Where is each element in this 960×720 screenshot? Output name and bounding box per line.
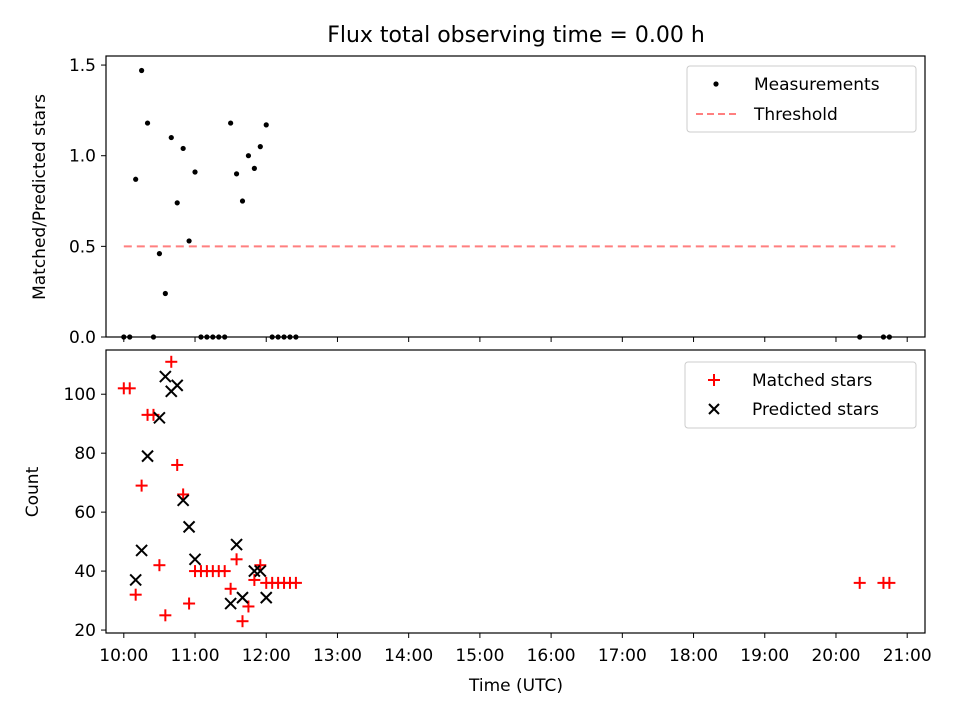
measurement-point: [228, 120, 234, 126]
x-tick-label: 19:00: [740, 646, 789, 666]
predicted-star-point: [141, 449, 154, 463]
matched-star-point: [171, 458, 184, 471]
matched-star-point: [153, 559, 166, 572]
bottom-plot-frame: [105, 349, 926, 634]
top-legend: Measurements Threshold: [686, 65, 917, 133]
predicted-star-point: [236, 591, 249, 604]
bottom-legend-box: [684, 361, 917, 429]
predicted-star-point: [182, 520, 196, 534]
predicted-star-point: [254, 564, 267, 578]
top-axis-ticks: 0.0 0.5 1.0 1.5: [69, 56, 908, 348]
matched-star-point: [165, 355, 178, 368]
x-tick-label: 16:00: [527, 646, 576, 666]
matched-star-point: [218, 565, 231, 578]
matched-star-point: [135, 479, 148, 492]
bottom-y-tick-label: 40: [74, 562, 96, 582]
x-tick-label: 14:00: [384, 646, 433, 666]
matched-star-point: [853, 576, 866, 589]
matched-star-point: [883, 576, 896, 589]
predicted-star-point: [224, 597, 237, 610]
top-y-tick-label: 0.0: [69, 328, 96, 348]
measurement-point: [186, 238, 192, 244]
x-tick-label: 17:00: [598, 646, 647, 666]
measurement-point: [233, 171, 240, 177]
x-tick-label: 20:00: [811, 646, 860, 666]
measurement-point: [168, 134, 174, 141]
bottom-y-axis-label: Count: [23, 466, 43, 517]
chart-title: Flux total observing time = 0.00 h: [327, 23, 705, 48]
bottom-series-marks: [117, 355, 896, 628]
legend-matched-marker: [708, 374, 720, 386]
measurement-point: [139, 67, 145, 74]
bottom-y-tick-label: 100: [64, 385, 96, 405]
measurement-point: [156, 251, 163, 257]
measurement-point: [239, 198, 246, 204]
predicted-star-point: [260, 591, 273, 604]
x-tick-label: 12:00: [242, 646, 291, 666]
legend-predicted-marker: [708, 403, 720, 415]
measurement-point: [192, 169, 198, 175]
measurement-point: [251, 165, 257, 171]
bottom-y-tick-label: 80: [74, 444, 96, 464]
predicted-star-point: [159, 370, 172, 383]
top-legend-box: [686, 65, 917, 133]
bottom-y-tick-label: 60: [74, 503, 96, 523]
top-y-axis-label: Matched/Predicted stars: [30, 94, 50, 300]
measurement-point: [257, 144, 263, 150]
x-tick-label: 13:00: [313, 646, 362, 666]
bottom-legend: Matched stars Predicted stars: [684, 361, 917, 429]
predicted-star-point: [129, 573, 142, 587]
predicted-star-point: [230, 538, 243, 551]
bottom-y-tick-label: 20: [74, 621, 96, 641]
x-tick-label: 21:00: [883, 646, 932, 666]
predicted-star-point: [153, 411, 166, 425]
matched-star-point: [254, 559, 267, 572]
x-tick-label: 18:00: [669, 646, 718, 666]
matched-star-point: [129, 588, 142, 601]
matched-star-point: [123, 382, 136, 395]
measurement-point: [174, 200, 180, 206]
measurement-point: [263, 122, 269, 128]
matched-star-point: [289, 576, 302, 589]
predicted-star-point: [188, 553, 202, 566]
legend-predicted-label: Predicted stars: [752, 400, 879, 420]
x-tick-label: 15:00: [455, 646, 504, 666]
bottom-axis-ticks: 10:00 11:00 12:00 13:00 14:00 15:00 16:00 17:00…: [64, 385, 932, 666]
top-y-tick-label: 1.0: [69, 147, 96, 167]
matched-star-point: [159, 609, 172, 622]
measurement-point: [245, 153, 252, 159]
top-y-tick-label: 1.5: [69, 56, 96, 76]
measurement-point: [133, 176, 139, 182]
x-tick-label: 11:00: [171, 646, 220, 666]
predicted-star-point: [176, 494, 190, 507]
legend-matched-label: Matched stars: [752, 371, 872, 391]
measurement-point: [162, 290, 168, 297]
legend-threshold-label: Threshold: [753, 105, 838, 125]
matched-star-point: [236, 615, 249, 628]
x-tick-label: 10:00: [99, 646, 148, 666]
matched-star-point: [230, 553, 243, 566]
top-plot-frame: [105, 55, 926, 338]
matched-star-point: [177, 488, 190, 501]
legend-measurements-marker: [713, 81, 719, 87]
predicted-star-point: [135, 544, 148, 557]
x-axis-label: Time (UTC): [468, 676, 563, 696]
measurement-point: [144, 120, 151, 126]
matched-star-point: [183, 597, 196, 610]
measurement-point: [180, 145, 186, 152]
legend-measurements-label: Measurements: [754, 75, 880, 95]
predicted-star-point: [171, 379, 184, 392]
top-y-tick-label: 0.5: [69, 237, 96, 257]
matched-star-point: [224, 582, 237, 595]
